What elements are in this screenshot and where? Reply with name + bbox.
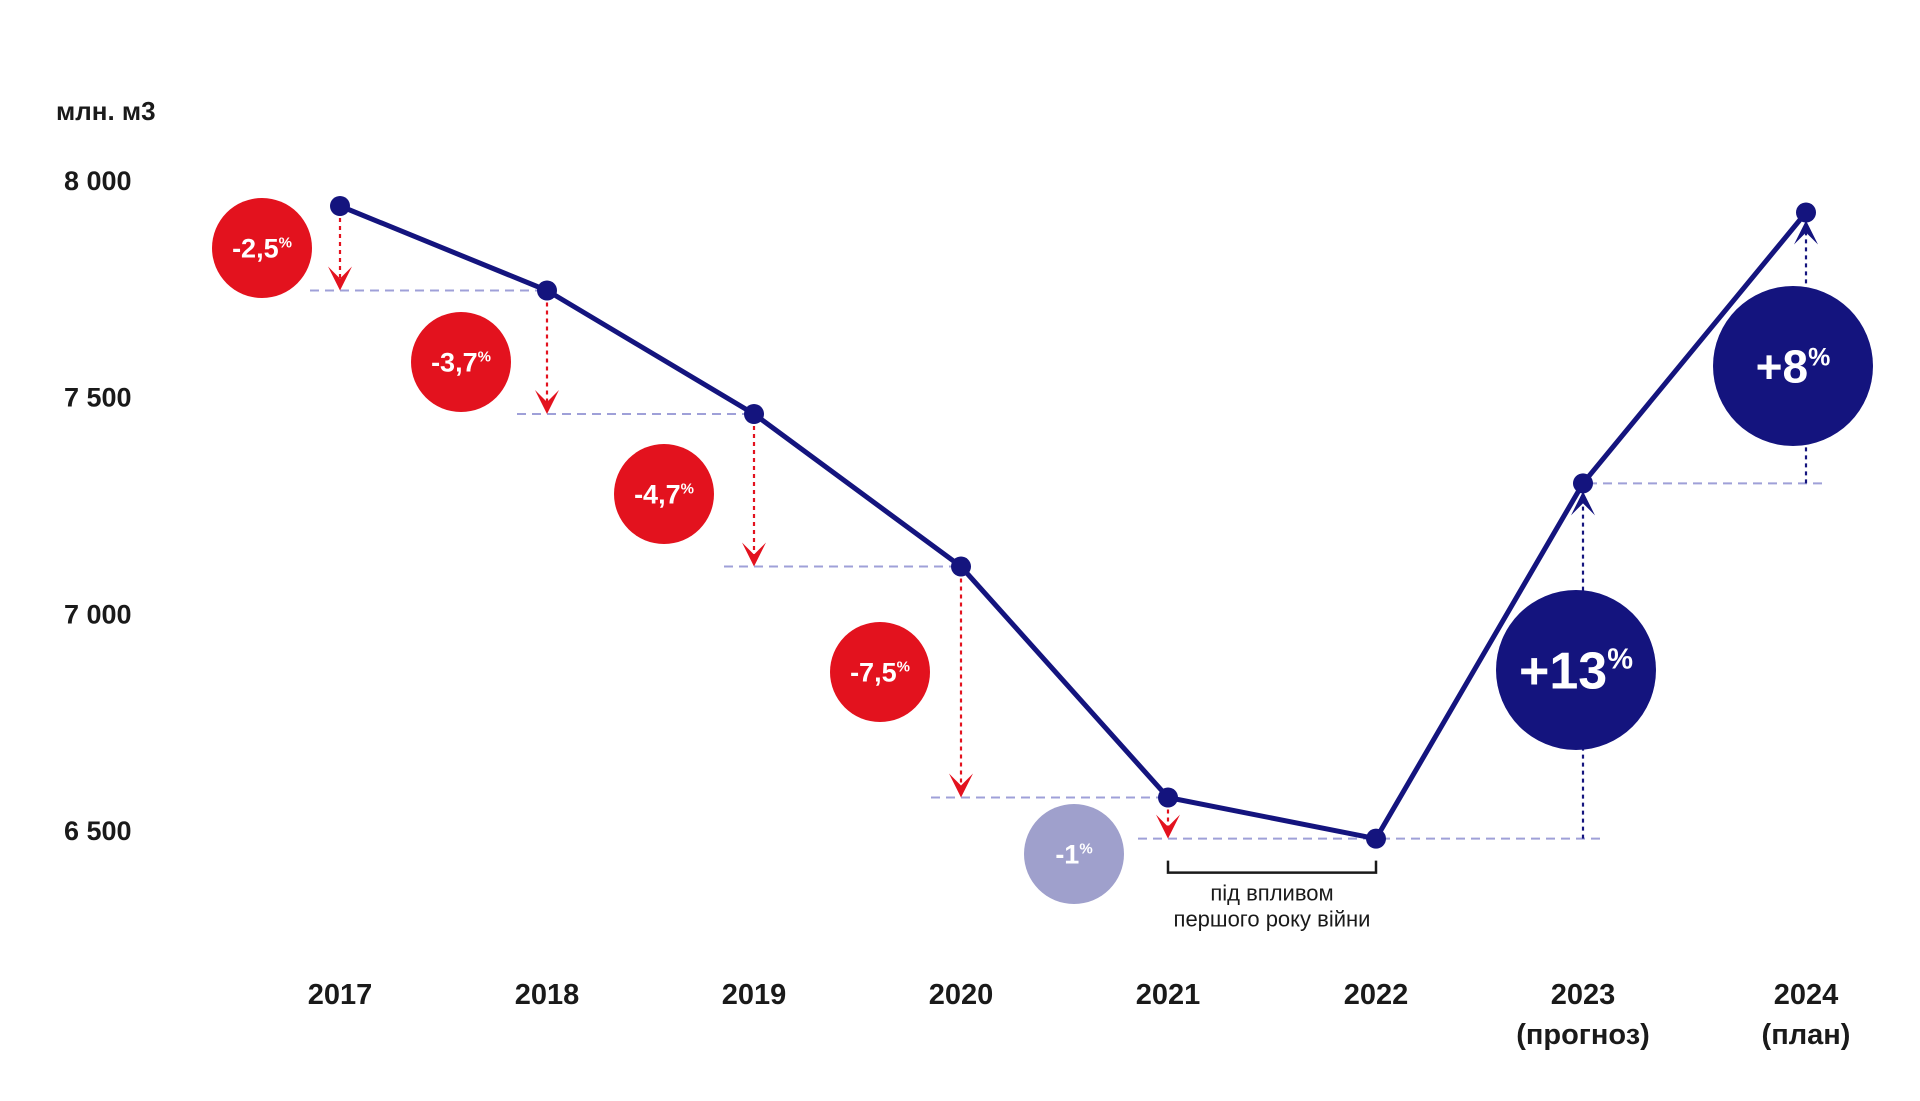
change-bubble (1024, 804, 1124, 904)
y-tick-label: 6 500 (64, 816, 132, 846)
data-point (537, 280, 557, 301)
change-bubble-label: -1% (1055, 840, 1092, 870)
change-bubbles: -2,5%-3,7%-4,7%-7,5%-1%+13%+8% (212, 198, 1873, 904)
annotation-bracket (1166, 860, 1378, 874)
data-point (1573, 473, 1593, 494)
change-value: +13 (1519, 643, 1607, 701)
change-bubble-label: +8% (1756, 341, 1831, 393)
change-percent-sign: % (897, 659, 910, 676)
change-percent-sign: % (1607, 644, 1633, 676)
change-value: -3,7 (431, 348, 478, 378)
x-tick-label: 2023 (1551, 979, 1616, 1011)
y-axis-unit-label: млн. м3 (56, 96, 156, 126)
change-arrow-head (1794, 220, 1818, 245)
data-point (744, 404, 764, 424)
x-tick-label: 2018 (515, 979, 580, 1011)
change-percent-sign: % (681, 481, 694, 498)
change-arrow-head (328, 266, 352, 291)
change-bubble-label: -3,7% (431, 348, 491, 378)
change-value: -1 (1055, 840, 1079, 870)
change-bubble-label: -2,5% (232, 234, 292, 264)
x-tick-label: 2017 (308, 979, 373, 1011)
change-value: -7,5 (850, 658, 897, 688)
data-point (1158, 787, 1178, 808)
change-bubble-label: -4,7% (634, 480, 694, 510)
change-bubble (1713, 286, 1873, 446)
change-arrow-head (1571, 491, 1595, 516)
change-bubble (1496, 590, 1656, 750)
annotation-line-2: першого року війни (1174, 907, 1371, 932)
x-tick-label: 2020 (929, 979, 994, 1011)
change-percent-sign: % (478, 349, 491, 366)
data-point (1366, 828, 1386, 849)
data-point (1796, 202, 1816, 223)
x-tick-label: 2021 (1136, 979, 1201, 1011)
change-arrow-head (742, 542, 766, 567)
data-point (330, 196, 350, 216)
change-percent-sign: % (279, 235, 292, 252)
change-arrow-head (949, 773, 973, 798)
change-percent-sign: % (1808, 344, 1830, 372)
change-bubble-label: -7,5% (850, 658, 910, 688)
data-point (951, 556, 971, 577)
y-tick-label: 8 000 (64, 166, 132, 196)
reference-lines (310, 289, 1826, 840)
x-axis-ticks: 2017 2018 2019 2020 2021 2022 2023 (прогноз) 202… (308, 979, 1851, 1051)
y-axis-ticks: 8 000 7 500 7 000 6 500 (64, 166, 132, 846)
change-bubble (830, 622, 930, 722)
change-bubble (212, 198, 312, 298)
x-tick-sublabel: (план) (1762, 1019, 1851, 1051)
change-percent-sign: % (1079, 841, 1092, 858)
change-arrow-head (1156, 814, 1180, 839)
x-tick-label: 2024 (1774, 979, 1839, 1011)
change-value: -4,7 (634, 480, 681, 510)
x-tick-sublabel: (прогноз) (1516, 1019, 1650, 1051)
series-line (339, 203, 1808, 842)
change-bubble (614, 444, 714, 544)
change-value: +8 (1756, 341, 1808, 393)
change-value: -2,5 (232, 234, 279, 264)
consumption-series (339, 203, 1808, 842)
change-bubble-label: +13% (1519, 643, 1633, 701)
data-points (330, 196, 1816, 849)
change-arrow-head (535, 390, 559, 414)
y-tick-label: 7 500 (64, 383, 132, 413)
x-tick-label: 2019 (722, 979, 787, 1011)
x-tick-label: 2022 (1344, 979, 1409, 1011)
y-tick-label: 7 000 (64, 599, 132, 629)
change-bubble (411, 312, 511, 412)
annotation-line-1: під впливом (1210, 881, 1333, 906)
